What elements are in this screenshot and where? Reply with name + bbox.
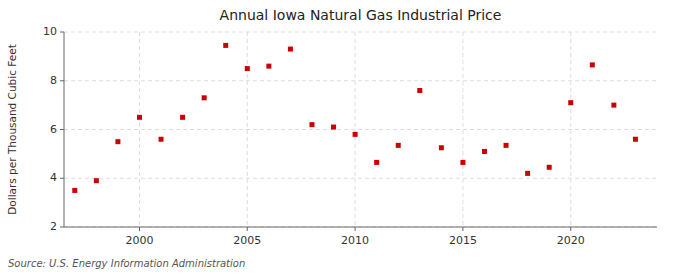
point (568, 100, 573, 105)
x-grid-line (570, 32, 571, 227)
x-tick-label: 2020 (557, 234, 585, 247)
point (72, 188, 77, 193)
y-grid-line (64, 227, 657, 228)
point (482, 149, 487, 154)
y-tick (60, 227, 64, 228)
point (547, 165, 552, 170)
y-tick (60, 80, 64, 81)
y-tick-label: 10 (43, 25, 57, 38)
y-tick-label: 2 (50, 220, 57, 233)
point (611, 103, 616, 108)
x-grid-line (355, 32, 356, 227)
chart: 2 4 6 8 10 2000 2005 2010 2015 2020 Annual Iowa Na… (0, 0, 675, 275)
grid (64, 32, 657, 227)
point (245, 66, 250, 71)
point (504, 143, 509, 148)
y-tick (60, 178, 64, 179)
x-tick-label: 2005 (233, 234, 261, 247)
point (396, 143, 401, 148)
point (159, 137, 164, 142)
source-note: Source: U.S. Energy Information Administ… (8, 258, 245, 269)
x-tick (570, 227, 571, 231)
point (460, 160, 465, 165)
x-tick (355, 227, 356, 231)
point (115, 139, 120, 144)
x-grid-line (462, 32, 463, 227)
x-tick (139, 227, 140, 231)
point (331, 125, 336, 130)
y-tick (60, 129, 64, 130)
point (288, 47, 293, 52)
x-grid-line (139, 32, 140, 227)
y-axis-label: Dollars per Thousand Cubic Feet (6, 44, 18, 215)
point (439, 145, 444, 150)
point (353, 132, 358, 137)
x-tick (247, 227, 248, 231)
y-axis (64, 32, 65, 227)
point (202, 95, 207, 100)
x-tick-label: 2015 (449, 234, 477, 247)
point (94, 178, 99, 183)
background (0, 0, 675, 275)
x-tick-label: 2000 (125, 234, 153, 247)
point (266, 64, 271, 69)
point (633, 137, 638, 142)
x-tick-label: 2010 (341, 234, 369, 247)
point (374, 160, 379, 165)
point (417, 88, 422, 93)
y-grid-line (64, 129, 657, 130)
y-tick (60, 32, 64, 33)
point (137, 115, 142, 120)
y-grid-line (64, 178, 657, 179)
y-tick-label: 4 (50, 171, 57, 184)
points (72, 43, 638, 193)
x-grid-line (247, 32, 248, 227)
y-tick-label: 8 (50, 74, 57, 87)
point (525, 171, 530, 176)
x-tick (462, 227, 463, 231)
point (180, 115, 185, 120)
y-tick-label: 6 (50, 123, 57, 136)
x-axis (64, 227, 657, 228)
y-grid-line (64, 80, 657, 81)
point (590, 62, 595, 67)
y-grid-line (64, 32, 657, 33)
title: Annual Iowa Natural Gas Industrial Price (220, 7, 502, 23)
point (223, 43, 228, 48)
point (309, 122, 314, 127)
